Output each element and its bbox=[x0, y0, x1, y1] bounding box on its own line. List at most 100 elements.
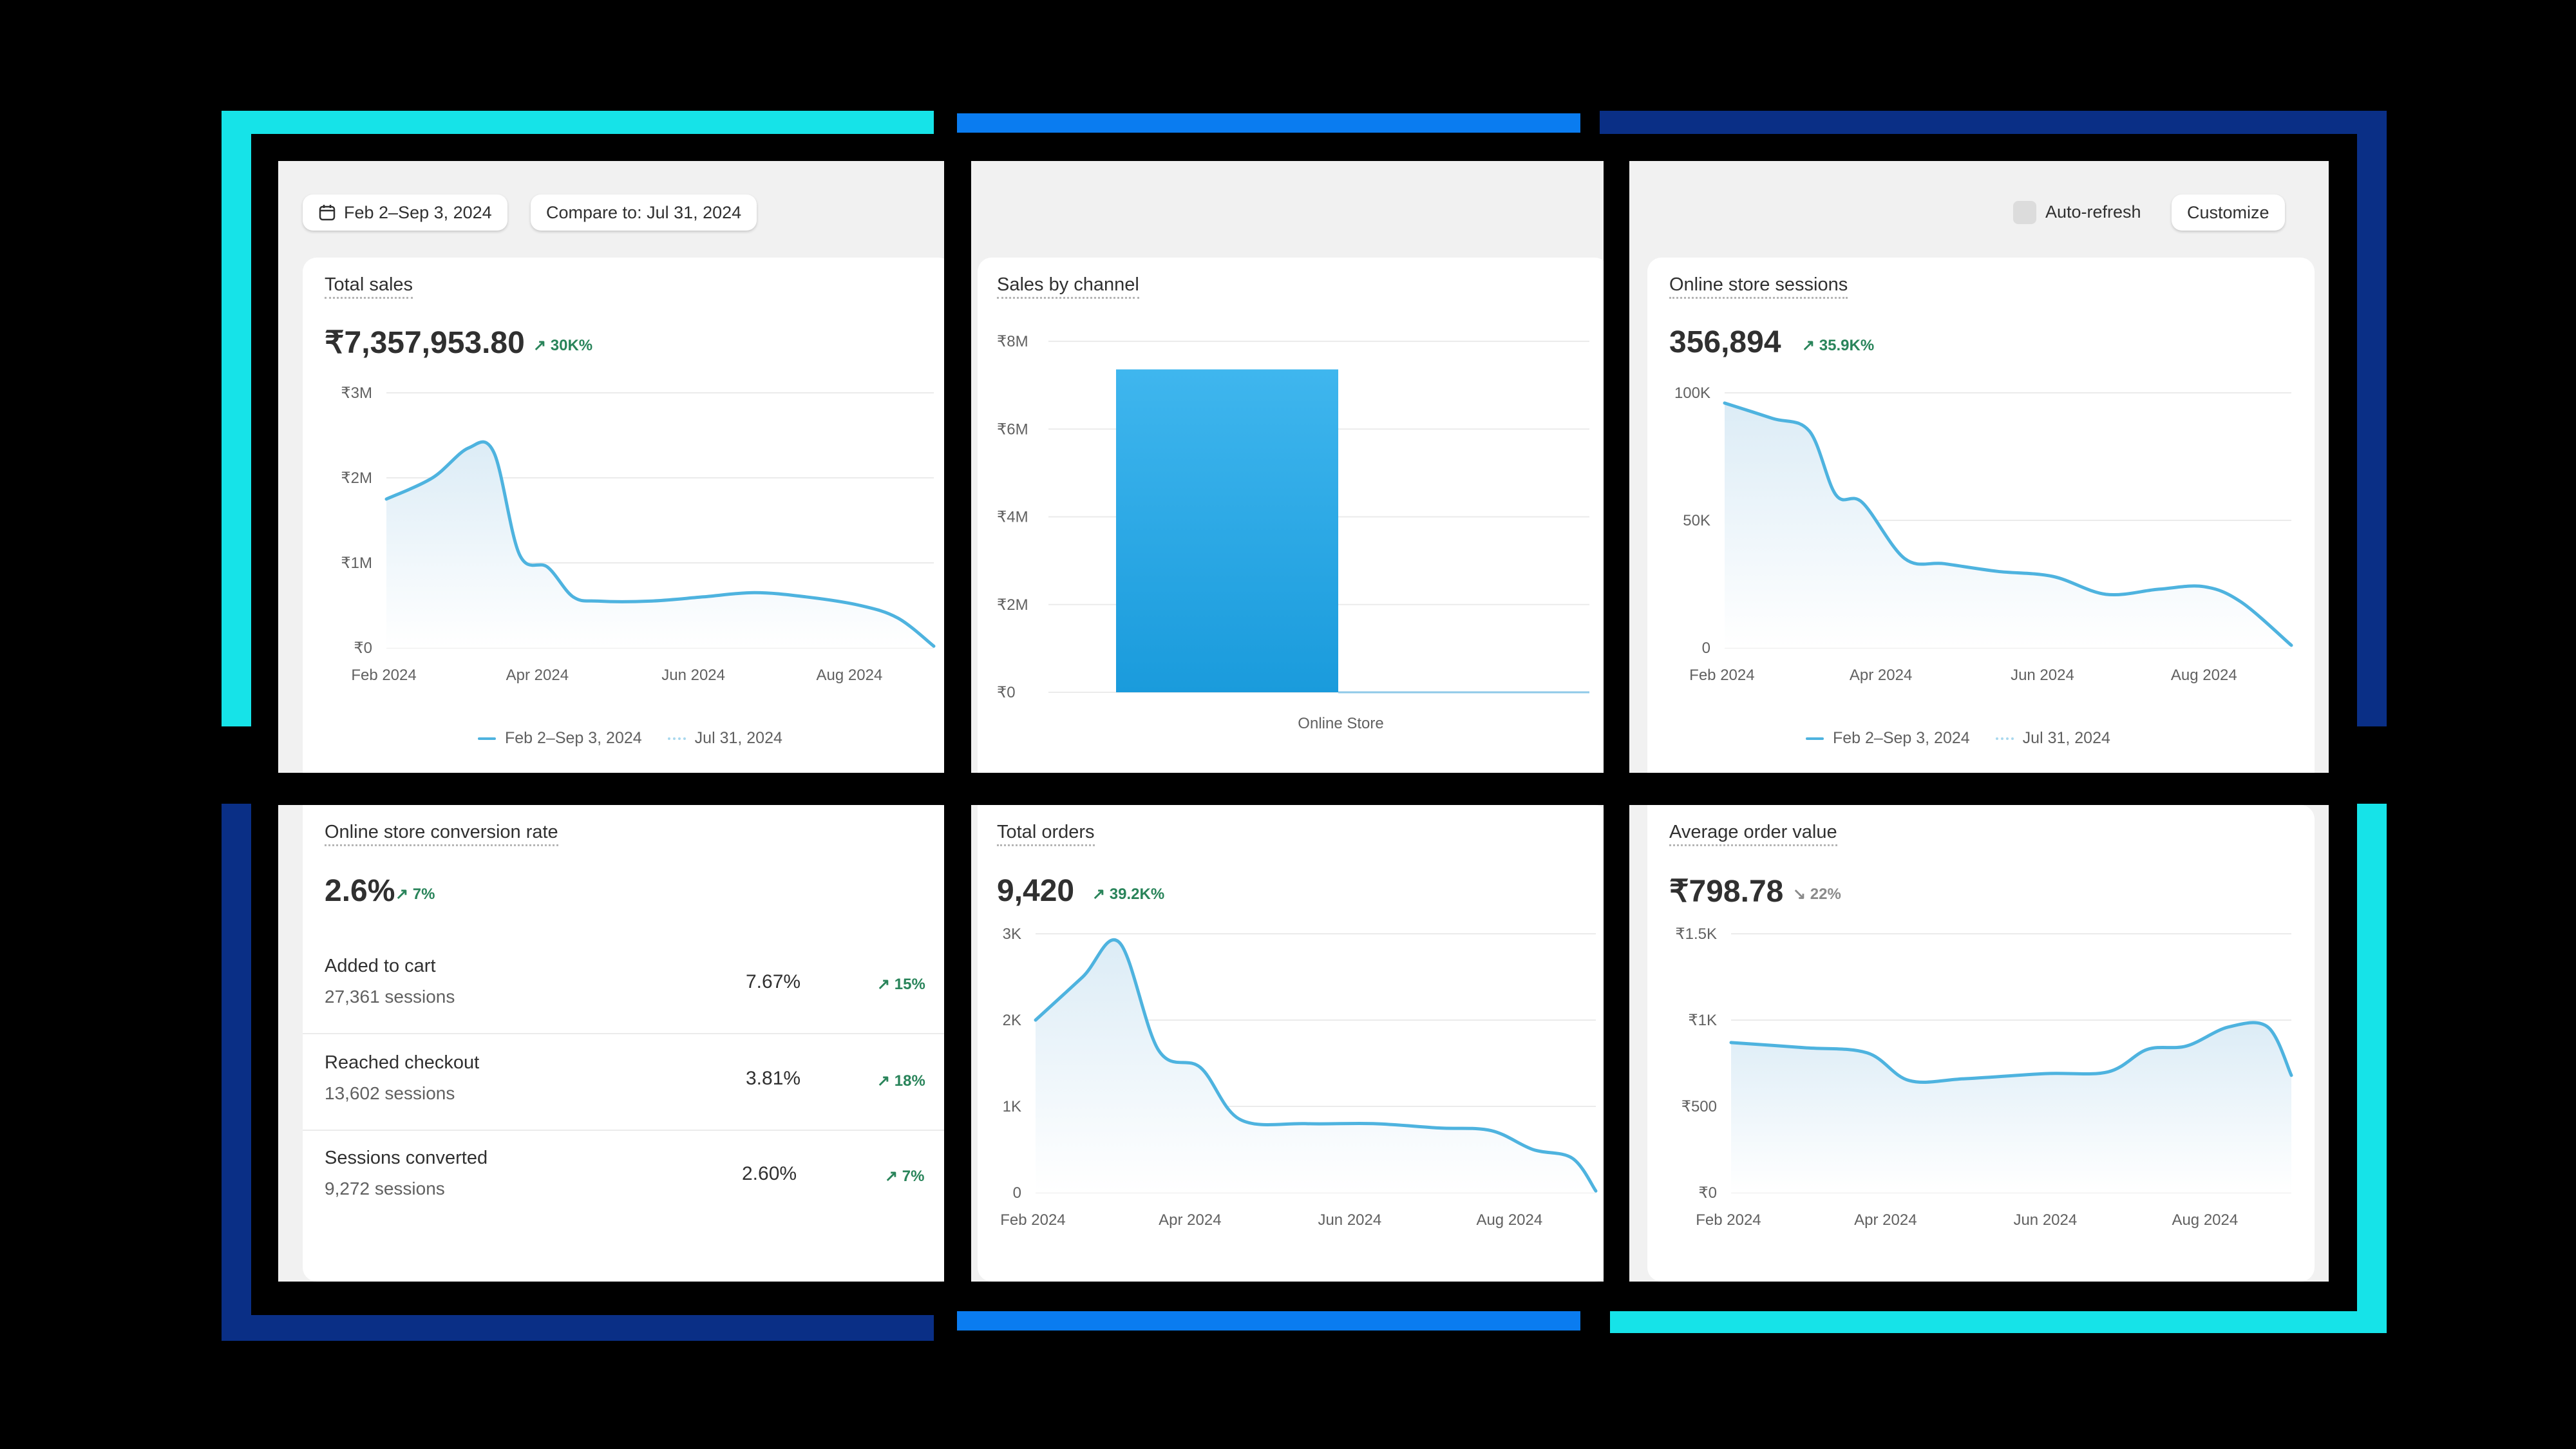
series-line bbox=[1729, 1021, 2293, 1084]
y-tick-label: ₹0 bbox=[354, 639, 372, 657]
y-tick-label: ₹4M bbox=[997, 509, 1028, 526]
sessions-chart: 0 50K 100K Feb 2024 Apr 2024 Jun 2024 Aug 2024 bbox=[1674, 384, 2293, 684]
x-tick-label: Apr 2024 bbox=[506, 667, 569, 684]
y-tick-label: 1K bbox=[1003, 1098, 1021, 1115]
card-aov[interactable]: Average order value ₹798.78 ↘ 22% ₹0 ₹500… bbox=[1647, 805, 2315, 1282]
y-tick-label: ₹6M bbox=[997, 421, 1028, 438]
series-area bbox=[1036, 940, 1596, 1193]
x-tick-label: Jun 2024 bbox=[1318, 1211, 1381, 1229]
frame-top-middle-blue bbox=[957, 113, 1580, 133]
orders-chart: 0 1K 2K 3K Feb 2024 Apr 2024 Jun 2024 Aug 2024 bbox=[1000, 925, 1598, 1229]
panel-total-sales: Feb 2–Sep 3, 2024 Compare to: Jul 31, 20… bbox=[278, 161, 944, 773]
customize-label: Customize bbox=[2187, 202, 2269, 222]
x-tick-label: Feb 2024 bbox=[351, 667, 416, 684]
y-tick-label: ₹2M bbox=[997, 596, 1028, 614]
row-label: Reached checkout bbox=[325, 1052, 480, 1073]
y-tick-label: ₹3M bbox=[341, 384, 372, 402]
y-tick-label: ₹2M bbox=[341, 469, 372, 487]
series-line bbox=[384, 440, 936, 648]
card-total-sales[interactable]: Total sales ₹7,357,953.80 ↗ 30K% ₹0 ₹1M ₹2… bbox=[303, 258, 944, 773]
frame-top-left-cyan bbox=[222, 111, 934, 134]
x-tick-label: Feb 2024 bbox=[1689, 667, 1754, 684]
total-sales-chart: ₹0 ₹1M ₹2M ₹3M Feb 2024 Apr 2024 Jun 2024 Aug 2… bbox=[341, 384, 936, 684]
x-tick-label: Jun 2024 bbox=[2011, 667, 2074, 684]
y-tick-label: 0 bbox=[1702, 639, 1710, 657]
series-line bbox=[1723, 401, 2293, 647]
series-area bbox=[1731, 1022, 2291, 1193]
row-divider bbox=[303, 1130, 944, 1131]
row-label: Added to cart bbox=[325, 956, 436, 976]
frame-left-cyan bbox=[222, 111, 251, 726]
x-tick-label: Aug 2024 bbox=[2172, 1211, 2238, 1229]
series-area bbox=[1725, 402, 2291, 648]
card-sessions[interactable]: Online store sessions 356,894 ↗ 35.9K% 0… bbox=[1647, 258, 2315, 773]
frame-bottom-left-navy bbox=[222, 1315, 934, 1341]
calendar-icon bbox=[319, 205, 336, 221]
frame-right-cyan bbox=[2357, 804, 2387, 1333]
row-value: 2.60% bbox=[742, 1163, 797, 1184]
row-divider bbox=[303, 1033, 944, 1034]
row-value: 7.67% bbox=[746, 971, 801, 992]
y-tick-label: ₹1K bbox=[1688, 1012, 1717, 1029]
series-line bbox=[1034, 938, 1598, 1193]
panel-conversion: Online store conversion rate 2.6% ↗ 7% A… bbox=[278, 805, 944, 1282]
legend-current: Feb 2–Sep 3, 2024 bbox=[1833, 729, 1970, 747]
metric-value: 9,420 bbox=[997, 874, 1075, 908]
card-title: Sales by channel bbox=[997, 274, 1139, 299]
panel-aov: Average order value ₹798.78 ↘ 22% ₹0 ₹500… bbox=[1629, 805, 2329, 1282]
compare-label: Compare to: Jul 31, 2024 bbox=[546, 202, 742, 222]
card-sales-by-channel[interactable]: Sales by channel ₹0 ₹2M ₹4M ₹6M ₹8M Online St… bbox=[978, 258, 1604, 773]
row-delta: ↗ 7% bbox=[885, 1168, 925, 1185]
card-title: Total sales bbox=[325, 274, 413, 299]
chart-legend: Feb 2–Sep 3, 2024 Jul 31, 2024 bbox=[478, 729, 782, 748]
metric-value: ₹798.78 bbox=[1669, 875, 1784, 909]
x-tick-label: Aug 2024 bbox=[2171, 667, 2237, 684]
metric-delta: ↗ 7% bbox=[395, 886, 435, 903]
date-range-button[interactable]: Feb 2–Sep 3, 2024 bbox=[303, 194, 507, 231]
y-tick-label: ₹0 bbox=[997, 684, 1016, 701]
row-value: 3.81% bbox=[746, 1068, 801, 1089]
bar bbox=[1116, 369, 1338, 692]
y-tick-label: ₹0 bbox=[1698, 1184, 1717, 1202]
panel-orders: Total orders 9,420 ↗ 39.2K% 0 1K 2K 3K Feb 2… bbox=[971, 805, 1604, 1282]
row-delta: ↗ 15% bbox=[877, 976, 925, 993]
card-title: Total orders bbox=[997, 822, 1095, 846]
frame-right-navy bbox=[2357, 111, 2387, 726]
legend-compare: Jul 31, 2024 bbox=[2022, 729, 2110, 747]
x-tick-label: Feb 2024 bbox=[1696, 1211, 1761, 1229]
metric-delta: ↗ 30K% bbox=[533, 337, 593, 354]
sales-by-channel-chart: ₹0 ₹2M ₹4M ₹6M ₹8M Online Store bbox=[997, 333, 1589, 732]
row-sessions: 13,602 sessions bbox=[325, 1083, 455, 1103]
auto-refresh-label[interactable]: Auto-refresh bbox=[2045, 202, 2141, 222]
auto-refresh-checkbox[interactable] bbox=[2013, 201, 2036, 224]
frame-top-right-navy bbox=[1600, 111, 2387, 134]
y-tick-label: ₹1.5K bbox=[1675, 925, 1717, 943]
y-tick-label: ₹500 bbox=[1681, 1098, 1717, 1115]
card-title: Online store sessions bbox=[1669, 274, 1848, 299]
y-tick-label: 50K bbox=[1683, 512, 1710, 529]
customize-button[interactable]: Customize bbox=[2172, 194, 2285, 231]
x-tick-label: Jun 2024 bbox=[661, 667, 725, 684]
frame-bottom-right-cyan bbox=[1610, 1311, 2387, 1333]
metric-value: ₹7,357,953.80 bbox=[325, 326, 525, 360]
metric-delta: ↘ 22% bbox=[1793, 886, 1841, 903]
chart-legend: Feb 2–Sep 3, 2024 Jul 31, 2024 bbox=[1806, 729, 2110, 748]
legend-current: Feb 2–Sep 3, 2024 bbox=[505, 729, 642, 747]
card-title: Online store conversion rate bbox=[325, 822, 558, 846]
y-tick-label: 3K bbox=[1003, 925, 1021, 943]
frame-left-navy bbox=[222, 804, 251, 1341]
x-tick-label: Apr 2024 bbox=[1159, 1211, 1221, 1229]
row-delta: ↗ 18% bbox=[877, 1072, 925, 1090]
compare-button[interactable]: Compare to: Jul 31, 2024 bbox=[531, 194, 757, 231]
legend-solid-swatch bbox=[478, 737, 496, 740]
card-conversion[interactable]: Online store conversion rate 2.6% ↗ 7% A… bbox=[303, 805, 944, 1282]
metric-value: 2.6% bbox=[325, 874, 395, 908]
panel-sales-by-channel: Sales by channel ₹0 ₹2M ₹4M ₹6M ₹8M Online St… bbox=[971, 161, 1604, 773]
x-tick-label: Online Store bbox=[1298, 715, 1383, 732]
x-tick-label: Apr 2024 bbox=[1854, 1211, 1917, 1229]
x-tick-label: Feb 2024 bbox=[1000, 1211, 1065, 1229]
metric-delta: ↗ 39.2K% bbox=[1092, 886, 1165, 903]
aov-chart: ₹0 ₹500 ₹1K ₹1.5K Feb 2024 Apr 2024 Jun 2024 Au… bbox=[1675, 925, 2293, 1229]
card-title: Average order value bbox=[1669, 822, 1837, 846]
card-orders[interactable]: Total orders 9,420 ↗ 39.2K% 0 1K 2K 3K Feb 2… bbox=[978, 805, 1604, 1282]
